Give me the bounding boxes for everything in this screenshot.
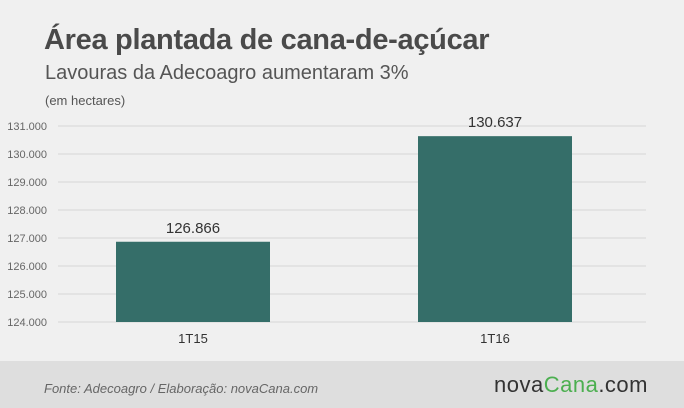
bar-1T15 <box>116 241 270 322</box>
x-tick-label: 1T15 <box>178 331 208 346</box>
y-tick-label: 125.000 <box>7 289 47 301</box>
data-label: 130.637 <box>468 114 522 131</box>
novacana-logo: novaCana.com <box>494 372 648 398</box>
x-tick-label: 1T16 <box>480 331 510 346</box>
logo-part-cana: Cana <box>543 372 599 397</box>
chart-subtitle: Lavouras da Adecoagro aumentaram 3% <box>45 62 409 84</box>
unit-label: (em hectares) <box>45 93 126 108</box>
y-tick-label: 126.000 <box>7 261 47 273</box>
data-label: 126.866 <box>166 220 220 237</box>
y-tick-label: 130.000 <box>7 149 47 161</box>
bar-1T16 <box>418 136 572 322</box>
logo-part-com: .com <box>598 372 648 397</box>
footer: Fonte: Adecoagro / Elaboração: novaCana.… <box>0 361 684 408</box>
y-tick-label: 131.000 <box>7 121 47 133</box>
chart-title: Área plantada de cana-de-açúcar <box>44 24 490 56</box>
logo-part-nova: nova <box>494 372 544 397</box>
y-tick-label: 124.000 <box>7 317 47 329</box>
y-tick-label: 128.000 <box>7 205 47 217</box>
y-tick-label: 129.000 <box>7 177 47 189</box>
y-tick-label: 127.000 <box>7 233 47 245</box>
bar-chart: 124.000 125.000 126.000 127.000 128.000 129.0… <box>7 114 646 346</box>
source-note: Fonte: Adecoagro / Elaboração: novaCana.… <box>44 381 319 396</box>
